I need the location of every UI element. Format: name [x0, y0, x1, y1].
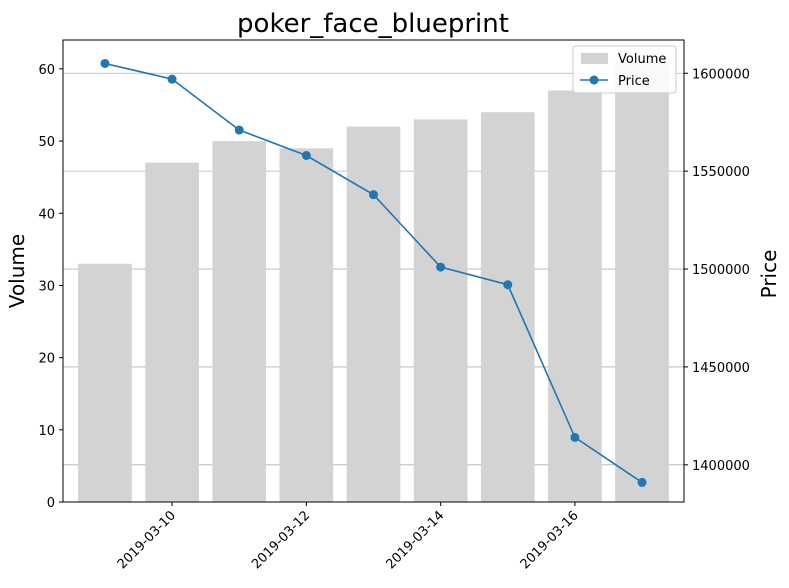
- legend-price-marker: [589, 75, 599, 85]
- left-tick-label: 30: [38, 279, 55, 294]
- x-tick-label: 2019-03-12: [249, 508, 313, 572]
- price-point: [570, 432, 580, 442]
- volume-bar: [615, 61, 669, 502]
- plot-frame: [62, 39, 685, 503]
- price-point: [369, 190, 378, 200]
- legend-price-label: Price: [618, 74, 650, 89]
- left-tick-label: 60: [38, 63, 55, 78]
- right-tick-label: 1500000: [692, 263, 750, 278]
- right-tick-label: 1550000: [692, 165, 750, 180]
- volume-bar: [279, 148, 334, 502]
- price-point: [436, 262, 446, 272]
- volume-bar: [78, 263, 132, 502]
- price-point: [503, 280, 513, 290]
- right-tick-label: 1450000: [692, 361, 750, 376]
- left-tick-label: 10: [38, 424, 55, 439]
- x-tick-label: 2019-03-10: [115, 508, 179, 572]
- price-line: [100, 58, 647, 487]
- x-tick-label: 2019-03-16: [518, 508, 582, 572]
- chart-title: poker_face_blueprint: [237, 9, 509, 39]
- right-axis-label: Price: [757, 250, 781, 299]
- left-axis-label: Volume: [5, 234, 29, 308]
- volume-bar: [145, 162, 199, 502]
- volume-bar: [212, 141, 267, 502]
- right-tick-label: 1600000: [692, 67, 750, 82]
- axes: [59, 39, 688, 506]
- volume-bar: [413, 119, 468, 502]
- x-tick-label: 2019-03-14: [383, 508, 447, 572]
- price-point: [637, 477, 647, 487]
- right-tick-label: 1400000: [692, 459, 750, 474]
- price-point: [167, 74, 177, 84]
- left-tick-label: 40: [38, 207, 55, 222]
- price-point: [234, 125, 244, 135]
- left-tick-label: 50: [38, 135, 55, 150]
- price-point: [301, 151, 311, 160]
- volume-bar: [346, 126, 401, 502]
- left-tick-label: 20: [38, 352, 55, 367]
- volume-bars: [78, 61, 669, 502]
- legend-volume-label: Volume: [618, 52, 666, 67]
- price-point: [100, 58, 110, 68]
- left-tick-label: 0: [47, 496, 55, 511]
- legend: Volume Price: [572, 45, 677, 94]
- volume-bar: [480, 112, 535, 502]
- legend-volume-swatch: [581, 53, 608, 64]
